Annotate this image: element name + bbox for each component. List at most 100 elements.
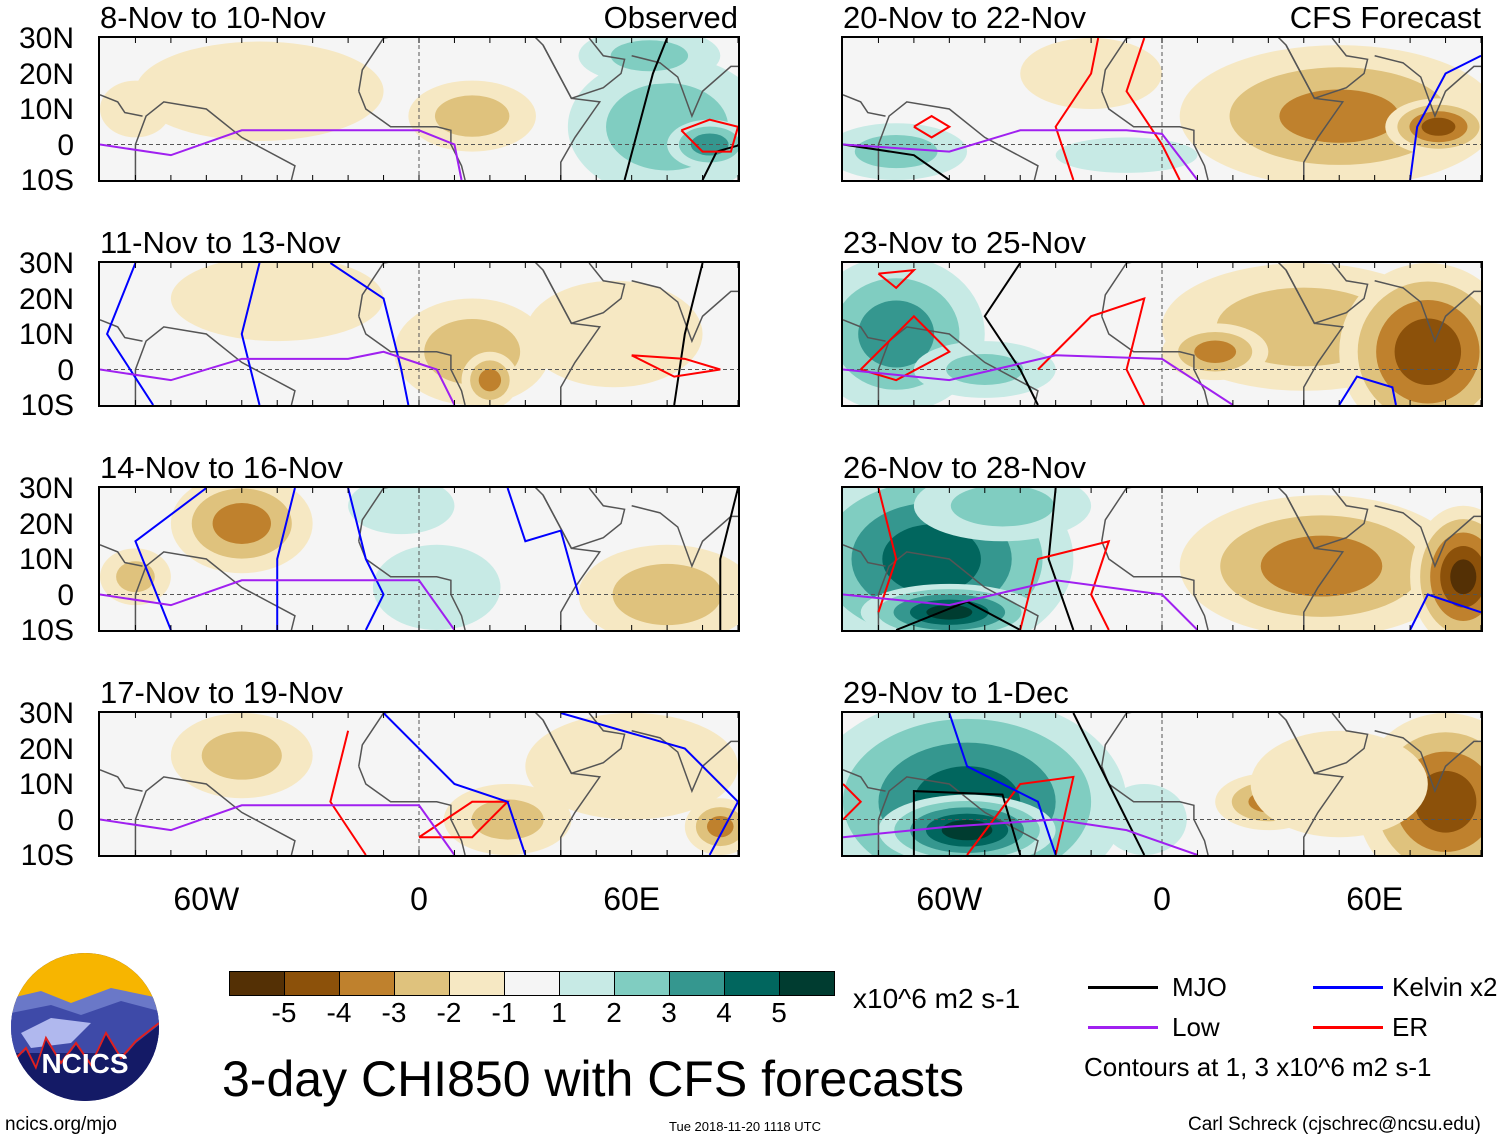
coastline — [358, 90, 466, 180]
coastline — [631, 730, 738, 794]
low-line-swatch — [1088, 1026, 1158, 1029]
lat-label: 0 — [57, 803, 74, 837]
colorbar-label: -4 — [326, 997, 352, 1028]
anomaly-shading — [1260, 535, 1383, 597]
column-title: CFS Forecast — [1289, 0, 1481, 35]
colorbar-swatch — [560, 972, 615, 995]
low-contour — [843, 818, 1198, 855]
low-contour — [843, 579, 1199, 630]
map-panel — [841, 261, 1483, 407]
colorbar-swatch — [505, 972, 560, 995]
coastline — [358, 38, 602, 180]
map-panel — [841, 711, 1483, 857]
column-title: Observed — [603, 0, 738, 35]
kelvin-contour — [382, 713, 527, 855]
colorbar-label: 1 — [551, 997, 567, 1028]
kelvin-contour — [506, 488, 580, 595]
kelvin-contour — [329, 263, 410, 405]
coastline — [100, 769, 143, 792]
lat-label: 0 — [57, 353, 74, 387]
er-contour — [860, 314, 951, 382]
coastline — [1101, 765, 1209, 855]
er-contour — [966, 775, 1075, 855]
coastline — [542, 38, 626, 100]
coastline — [134, 776, 296, 855]
anomaly-shading — [882, 524, 981, 594]
coastline — [358, 263, 602, 405]
coastline — [1101, 315, 1209, 405]
coastline — [134, 101, 296, 180]
coastline — [358, 488, 602, 630]
map-panel — [98, 711, 740, 857]
anomaly-shading — [135, 41, 384, 141]
lat-label: 30N — [18, 22, 74, 55]
coastline — [358, 315, 466, 405]
colorbar-swatch — [395, 972, 450, 995]
mjo-contour — [843, 143, 950, 180]
coastline — [1285, 263, 1369, 325]
coastline — [843, 544, 886, 567]
coastline — [1374, 730, 1481, 794]
coastline — [877, 101, 1039, 180]
coastline — [100, 544, 143, 567]
kelvin-contour — [134, 488, 207, 630]
colorbar-swatch — [670, 972, 725, 995]
contour-note: Contours at 1, 3 x10^6 m2 s-1 — [1084, 1052, 1432, 1082]
map-panel — [98, 486, 740, 632]
kelvin-contour — [276, 488, 296, 630]
low-contour — [843, 354, 1234, 405]
mjo-contour — [719, 488, 738, 630]
units-label: x10^6 m2 s-1 — [853, 983, 1021, 1014]
low-contour — [843, 129, 1199, 180]
legend-er: ER — [1392, 1012, 1429, 1042]
lat-label: 10N — [18, 318, 74, 351]
lat-label: 10S — [20, 389, 74, 422]
colorbar-swatch — [450, 972, 505, 995]
anomaly-shading — [1421, 117, 1456, 136]
panel-title: 23-Nov to 25-Nov — [843, 225, 1086, 260]
lat-label: 30N — [18, 697, 74, 730]
coastline — [631, 505, 738, 569]
er-line-swatch — [1313, 1026, 1383, 1029]
coastline — [1101, 90, 1209, 180]
panel-title: 26-Nov to 28-Nov — [843, 450, 1086, 485]
coastline — [1101, 263, 1345, 405]
er-contour — [843, 783, 863, 821]
lat-label: 30N — [18, 472, 74, 505]
coastline — [631, 280, 738, 344]
colorbar-label: 5 — [771, 997, 787, 1028]
lat-label: 10N — [18, 768, 74, 801]
colorbar-swatch — [780, 972, 834, 995]
coastline — [542, 713, 626, 775]
coastline — [542, 488, 626, 550]
colorbar-label: -5 — [271, 997, 297, 1028]
mjo-contour — [623, 38, 669, 180]
kelvin-contour — [240, 263, 261, 405]
anomaly-shading — [348, 488, 455, 535]
figure-title: 3-day CHI850 with CFS forecasts — [222, 1051, 964, 1107]
anomaly-shading — [1394, 318, 1462, 386]
colorbar — [229, 971, 835, 996]
coastline — [1374, 55, 1481, 119]
coastline — [100, 94, 143, 117]
panel-title: 29-Nov to 1-Dec — [843, 675, 1069, 710]
map-panel — [98, 261, 740, 407]
colorbar-label: 2 — [606, 997, 622, 1028]
kelvin-contour — [560, 713, 738, 855]
panel-title: 8-Nov to 10-Nov — [100, 0, 326, 35]
colorbar-label: -2 — [436, 997, 462, 1028]
coastline — [1101, 38, 1345, 180]
er-contour — [680, 118, 738, 153]
coastline — [631, 55, 738, 119]
colorbar-swatch — [725, 972, 780, 995]
coastline — [1374, 505, 1481, 569]
map-panel — [841, 486, 1483, 632]
coastline — [358, 713, 602, 855]
kelvin-contour — [105, 263, 155, 405]
footer-url[interactable]: ncics.org/mjo — [5, 1114, 117, 1135]
legend: MJO Kelvin x2 Low ER — [1088, 972, 1508, 1052]
footer-timestamp: Tue 2018-11-20 1118 UTC — [669, 1119, 821, 1134]
low-contour — [100, 129, 463, 180]
anomaly-shading — [1414, 770, 1477, 833]
map-panel — [841, 36, 1483, 182]
